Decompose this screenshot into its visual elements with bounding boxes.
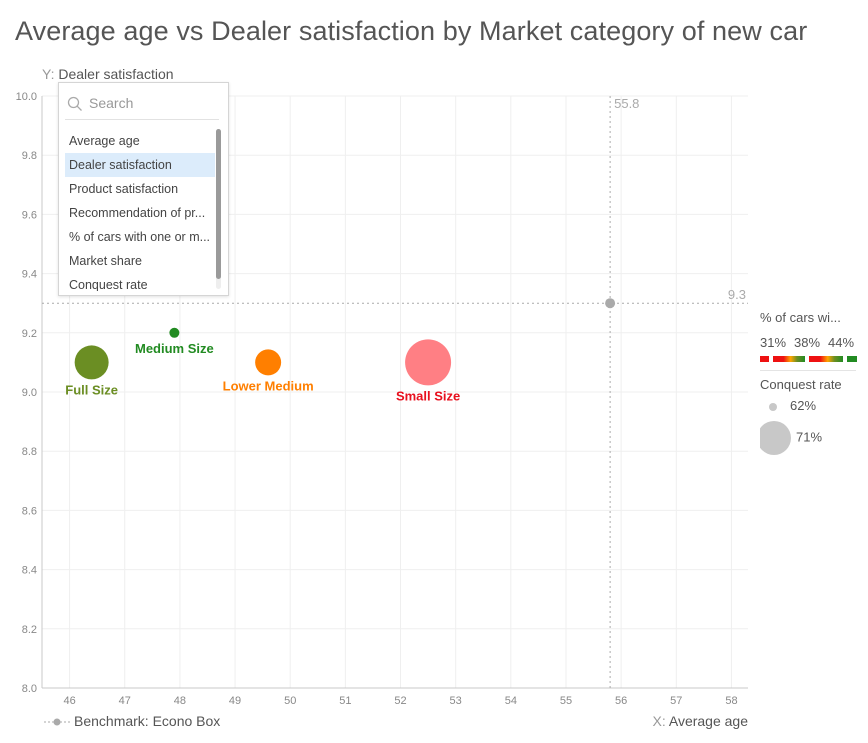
x-tick-label: 56: [615, 695, 627, 707]
data-point: [405, 339, 452, 386]
legend-color-tick: 38%: [794, 335, 821, 350]
option-list: Average age Dealer satisfaction Product sa…: [65, 129, 215, 291]
data-point-label: Small Size: [396, 388, 460, 403]
data-point-label: Lower Medium: [223, 378, 314, 393]
y-tick-label: 9.6: [22, 209, 37, 221]
y-tick-label: 8.4: [22, 565, 37, 577]
x-tick-label: 54: [505, 695, 517, 707]
legend-color-ticks: 31% 38% 44%: [760, 335, 860, 351]
data-point: [169, 327, 180, 338]
y-tick-label: 9.4: [22, 269, 37, 281]
dropdown-option[interactable]: Dealer satisfaction: [65, 153, 215, 177]
data-point: [74, 345, 109, 380]
y-tick-label: 8.2: [22, 624, 37, 636]
dropdown-option[interactable]: % of cars with one or m...: [69, 230, 211, 244]
y-axis-title: Dealer satisfaction: [58, 66, 174, 82]
y-tick-label: 9.8: [22, 150, 37, 162]
x-axis-prefix: X:: [652, 713, 666, 729]
data-point: [255, 349, 282, 376]
y-tick-label: 9.2: [22, 328, 37, 340]
benchmark-label: Benchmark: Econo Box: [74, 713, 221, 729]
x-tick-label: 58: [725, 695, 737, 707]
benchmark-x-label: 55.8: [614, 96, 639, 111]
scrollbar-track[interactable]: [216, 129, 221, 289]
legend-divider: [760, 370, 856, 371]
y-tick-label: 8.0: [22, 683, 37, 695]
axis-measure-dropdown[interactable]: Average age Dealer satisfaction Product sa…: [58, 82, 229, 296]
legend-size-large: 71%: [757, 420, 823, 456]
x-tick-label: 55: [560, 695, 572, 707]
benchmark-point: [605, 298, 616, 309]
x-tick-label: 50: [284, 695, 296, 707]
legend-color-tick: 44%: [828, 335, 855, 350]
chart-title: Average age vs Dealer satisfaction by Ma…: [15, 16, 808, 46]
legend-size-title: Conquest rate: [760, 377, 842, 392]
x-tick-label: 52: [394, 695, 406, 707]
y-tick-label: 10.0: [16, 91, 37, 103]
dropdown-option[interactable]: Product satisfaction: [69, 182, 179, 196]
x-axis-title: Average age: [668, 713, 748, 729]
legend-size-small-label: 62%: [790, 398, 817, 413]
dropdown-option[interactable]: Market share: [69, 254, 142, 268]
data-point-label: Medium Size: [135, 341, 214, 356]
search-input[interactable]: [87, 94, 221, 112]
x-tick-label: 51: [339, 695, 351, 707]
x-tick-label: 57: [670, 695, 682, 707]
x-tick-label: 53: [450, 695, 462, 707]
dropdown-option[interactable]: Average age: [69, 134, 140, 148]
y-tick-label: 8.6: [22, 505, 37, 517]
legend-size-small: 62%: [760, 398, 816, 415]
x-axis-selector[interactable]: X: Average age: [653, 713, 749, 729]
legend: % of cars wi... 31% 38% 44% Conquest rate …: [757, 310, 860, 455]
legend-color-scale: [760, 356, 857, 362]
dropdown-option[interactable]: Recommendation of pr...: [69, 206, 206, 220]
search-box[interactable]: [65, 91, 221, 120]
x-tick-label: 47: [119, 695, 131, 707]
y-axis-prefix: Y:: [42, 66, 55, 82]
x-tick-label: 48: [174, 695, 186, 707]
legend-color-title: % of cars wi...: [760, 310, 841, 325]
benchmark-y-label: 9.3: [728, 287, 746, 302]
y-tick-label: 8.8: [22, 446, 37, 458]
search-icon: [67, 96, 83, 117]
benchmark-marker-icon: [44, 718, 70, 726]
x-tick-label: 49: [229, 695, 241, 707]
y-axis-selector[interactable]: Y: Dealer satisfaction: [42, 66, 174, 82]
legend-size-large-label: 71%: [796, 429, 823, 445]
x-tick-label: 46: [63, 695, 75, 707]
dropdown-option[interactable]: Conquest rate: [69, 278, 148, 291]
benchmark-legend: Benchmark: Econo Box: [44, 713, 220, 729]
data-point-label: Full Size: [65, 382, 118, 397]
y-tick-label: 9.0: [22, 387, 37, 399]
scrollbar-thumb[interactable]: [216, 129, 221, 279]
legend-color-tick: 31%: [760, 335, 787, 350]
